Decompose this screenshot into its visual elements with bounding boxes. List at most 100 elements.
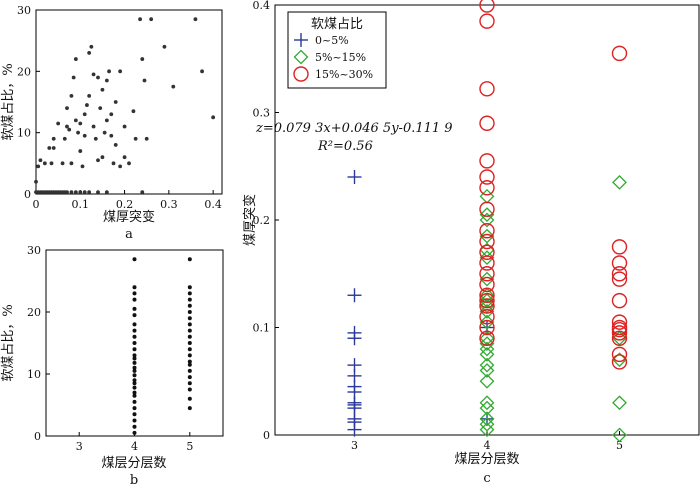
panel-a-ytick-label: 30 — [17, 4, 31, 17]
panel-a-point — [89, 44, 94, 49]
panel-c-point-diamond — [479, 212, 495, 228]
panel-a-point — [34, 179, 38, 184]
panel-b-point — [132, 368, 137, 373]
panel-a-point — [65, 190, 69, 195]
panel-a-point — [133, 136, 138, 141]
panel-a-point — [91, 124, 96, 129]
panel-c-point-circle — [611, 325, 628, 341]
panel-b-xtick-label: 4 — [131, 440, 138, 453]
panel-a-point — [127, 161, 131, 166]
panel-c-point-diamond — [479, 250, 495, 266]
panel-c-point-circle — [611, 321, 628, 338]
panel-b-point — [132, 356, 137, 361]
panel-c-point-circle — [479, 233, 495, 250]
panel-a-point — [85, 103, 89, 107]
panel-c-ytick-label: 0 — [263, 429, 270, 442]
panel-a-point — [100, 87, 105, 92]
legend: 软煤占比 0~5% 5%~15% 15%~30% — [287, 11, 387, 89]
panel-c-ytick-label: 0.4 — [253, 0, 271, 12]
panel-b-point — [132, 347, 137, 352]
panel-b-point — [187, 297, 192, 302]
panel-a-point — [140, 190, 145, 195]
panel-a-point — [98, 106, 103, 111]
panel-c-point-circle — [479, 287, 495, 303]
panel-a-point — [38, 158, 43, 163]
panel-c-point-diamond — [479, 411, 495, 427]
panel-c-point-plus — [347, 422, 362, 437]
panel-b-point — [132, 328, 137, 333]
legend-title: 软煤占比 — [311, 17, 363, 32]
legend-label: 5%~15% — [315, 51, 366, 64]
panel-c-point-circle — [479, 255, 495, 271]
panel-b-point — [132, 385, 137, 390]
panel-c-point-circle — [611, 346, 628, 363]
legend-marker-plus — [294, 33, 308, 47]
panel-b-point — [187, 396, 192, 401]
panel-b-point — [187, 322, 192, 327]
panel-a-ytick-label: 0 — [24, 188, 31, 201]
panel-a-point — [73, 190, 78, 195]
panel-c-ytick-label: 0.2 — [253, 214, 271, 227]
panel-a-point — [100, 155, 105, 160]
panel-c-point-circle — [479, 223, 495, 239]
panel-c-point-circle — [611, 330, 628, 346]
panel-b-scatter: 3 4 5 0 10 20 30 煤层分层数 软煤占比，% b — [1, 244, 224, 488]
panel-c-point-diamond — [612, 352, 627, 368]
legend-label: 0~5% — [315, 34, 349, 47]
panel-b-point — [132, 399, 137, 404]
panel-c-point-diamond — [612, 427, 627, 443]
panel-a-point — [82, 112, 87, 117]
panel-a-point — [69, 93, 74, 98]
panel-b-point — [132, 365, 137, 370]
panel-a-point — [87, 190, 92, 195]
panel-b-point — [132, 306, 137, 311]
panel-a-point — [200, 69, 204, 74]
panel-a-point — [149, 17, 154, 22]
panel-a-point — [69, 161, 74, 166]
panel-c-xlabel: 煤层分层数 — [454, 452, 519, 467]
panel-b-point — [132, 418, 137, 423]
panel-b-point — [132, 381, 137, 386]
panel-c-point-circle — [611, 239, 628, 255]
panel-b-ytick-label: 20 — [27, 306, 41, 319]
panel-a-point — [118, 69, 123, 74]
panel-a-point — [56, 121, 61, 126]
panel-a-point — [71, 75, 76, 80]
panel-a-point — [62, 136, 67, 141]
panel-a-point — [104, 190, 109, 195]
panel-c-point-diamond — [479, 346, 495, 362]
panel-b-point — [132, 285, 137, 290]
panel-a-xtick-label: 0.4 — [204, 198, 222, 211]
panel-c-point-circle — [611, 354, 628, 370]
panel-b-point — [187, 406, 192, 411]
panel-a-point — [109, 133, 114, 138]
panel-b-point — [187, 368, 192, 373]
panel-a-xlabel: 煤厚突变 — [103, 209, 155, 225]
panel-a-point — [78, 149, 83, 153]
panel-a-point — [82, 133, 87, 138]
panel-a-point — [96, 158, 100, 163]
panel-a-point — [104, 78, 109, 83]
panel-b-point — [187, 387, 192, 392]
panel-c-point-diamond — [479, 373, 495, 389]
panel-c-point-plus — [347, 331, 362, 346]
panel-c-point-circle — [479, 81, 495, 97]
panel-a-axes-frame — [35, 9, 223, 195]
panel-b-point — [132, 334, 137, 339]
panel-b-point — [132, 353, 137, 358]
panel-a-point — [122, 155, 127, 160]
panel-a-point — [82, 190, 87, 195]
panel-a-point — [162, 44, 167, 49]
panel-a-scatter: 0 0.1 0.2 0.3 0.4 0 10 20 30 煤厚突变 软煤占比，% a — [1, 4, 223, 242]
panel-c-point-circle — [611, 271, 628, 287]
panel-a-point — [96, 75, 100, 80]
regression-equation: z=0.079 3x+0.046 5y-0.111 9 — [255, 121, 453, 136]
panel-a-point — [87, 93, 92, 98]
panel-b-point — [132, 360, 137, 365]
panel-a-point — [69, 190, 74, 195]
panel-b-point — [187, 291, 192, 296]
panel-c-point-diamond — [479, 303, 495, 319]
panel-b-ylabel: 软煤占比，% — [1, 304, 16, 381]
panel-b-point — [132, 412, 137, 417]
